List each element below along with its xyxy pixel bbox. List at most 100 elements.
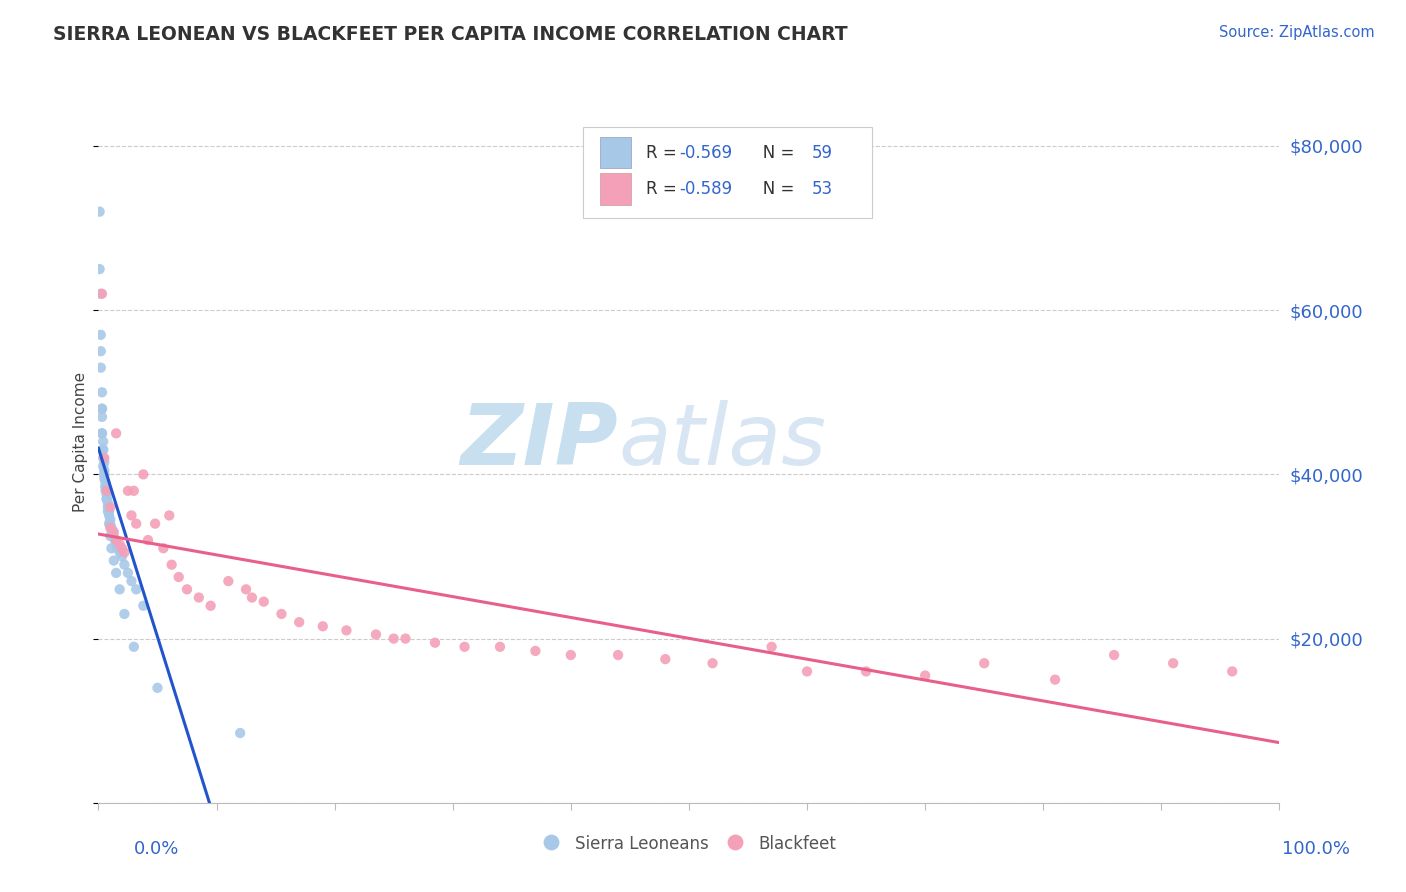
Point <box>91 442 114 457</box>
Text: Source: ZipAtlas.com: Source: ZipAtlas.com <box>1219 25 1375 40</box>
Point <box>1161 657 1184 671</box>
Point <box>93 455 115 469</box>
Point <box>91 286 114 301</box>
Point <box>1220 665 1243 679</box>
Point <box>146 681 169 695</box>
Point <box>105 566 128 580</box>
Point <box>335 624 357 638</box>
Text: ZIP: ZIP <box>460 400 619 483</box>
Point <box>121 574 143 588</box>
Point <box>93 467 115 482</box>
Point <box>1043 673 1066 687</box>
Point <box>91 426 114 441</box>
Point <box>761 640 783 654</box>
Point <box>103 529 125 543</box>
Text: atlas: atlas <box>619 400 827 483</box>
Text: 0.0%: 0.0% <box>134 840 179 858</box>
Text: 59: 59 <box>811 144 832 161</box>
Text: 100.0%: 100.0% <box>1282 840 1350 858</box>
Point <box>96 488 118 502</box>
Point <box>200 599 222 613</box>
Point <box>93 471 115 485</box>
Point <box>117 566 139 580</box>
Point <box>98 521 121 535</box>
Point <box>91 459 114 474</box>
Point <box>90 286 112 301</box>
Point <box>108 545 131 559</box>
Point <box>96 483 118 498</box>
Point <box>152 541 174 556</box>
Text: -0.569: -0.569 <box>679 144 733 161</box>
Point <box>132 467 155 482</box>
Text: 53: 53 <box>811 179 832 198</box>
Point <box>97 496 120 510</box>
Text: R =: R = <box>647 179 682 198</box>
Point <box>143 516 166 531</box>
Point <box>105 426 128 441</box>
Point <box>453 640 475 654</box>
Point <box>94 475 117 490</box>
FancyBboxPatch shape <box>600 136 631 169</box>
Point <box>176 582 198 597</box>
Point <box>654 652 676 666</box>
Point <box>121 508 143 523</box>
Point <box>91 401 114 416</box>
Point <box>240 591 263 605</box>
Point <box>855 665 877 679</box>
Point <box>382 632 405 646</box>
Point <box>187 591 209 605</box>
Point <box>90 344 112 359</box>
Text: SIERRA LEONEAN VS BLACKFEET PER CAPITA INCOME CORRELATION CHART: SIERRA LEONEAN VS BLACKFEET PER CAPITA I… <box>53 25 848 44</box>
Point <box>90 360 112 375</box>
Point <box>122 483 145 498</box>
Point <box>98 516 121 531</box>
Point <box>423 636 446 650</box>
Point <box>112 545 135 559</box>
Point <box>94 480 117 494</box>
Point <box>229 726 252 740</box>
Point <box>125 582 148 597</box>
FancyBboxPatch shape <box>600 173 631 204</box>
Point <box>394 632 416 646</box>
Point <box>94 483 117 498</box>
Point <box>93 463 115 477</box>
Point <box>93 467 115 482</box>
Point <box>90 327 112 342</box>
Point <box>98 512 121 526</box>
Point <box>96 491 118 506</box>
Legend: Sierra Leoneans, Blackfeet: Sierra Leoneans, Blackfeet <box>534 828 844 860</box>
Point <box>98 529 121 543</box>
Point <box>702 657 724 671</box>
Point <box>167 570 190 584</box>
Point <box>235 582 257 597</box>
Point <box>93 450 115 465</box>
Point <box>105 541 128 556</box>
Point <box>132 599 155 613</box>
Point <box>105 537 128 551</box>
Point <box>89 262 111 277</box>
Point <box>312 619 335 633</box>
Point <box>217 574 239 588</box>
Point <box>364 627 387 641</box>
Point <box>91 426 114 441</box>
Point <box>91 401 114 416</box>
Point <box>91 409 114 424</box>
Point <box>89 204 111 219</box>
Point <box>108 537 131 551</box>
Point <box>103 553 125 567</box>
Point <box>136 533 159 547</box>
Point <box>973 657 995 671</box>
Point <box>91 434 114 449</box>
Text: R =: R = <box>647 144 682 161</box>
Point <box>157 508 180 523</box>
Point <box>98 500 121 515</box>
Point <box>91 450 114 465</box>
Point <box>125 516 148 531</box>
Text: N =: N = <box>747 179 800 198</box>
Point <box>524 644 547 658</box>
Point <box>914 668 936 682</box>
Point <box>96 491 118 506</box>
Point <box>97 500 120 515</box>
Point <box>91 385 114 400</box>
Point <box>101 524 124 539</box>
